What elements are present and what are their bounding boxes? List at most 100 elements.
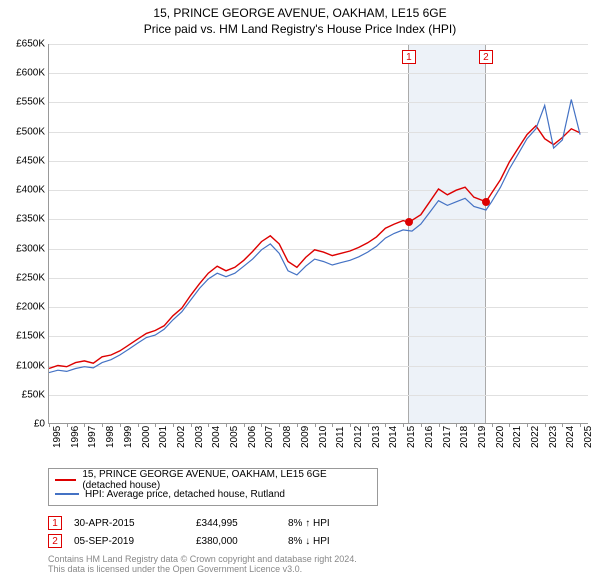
legend-swatch xyxy=(55,479,76,481)
xtick-mark xyxy=(527,423,528,427)
footer-line-2: This data is licensed under the Open Gov… xyxy=(48,564,600,574)
xtick-label: 2021 xyxy=(512,426,523,448)
xtick-mark xyxy=(350,423,351,427)
xtick-label: 2005 xyxy=(229,426,240,448)
ytick-label: £100K xyxy=(3,360,45,371)
xtick-mark xyxy=(403,423,404,427)
xtick-mark xyxy=(67,423,68,427)
xtick-label: 1999 xyxy=(123,426,134,448)
xtick-label: 1998 xyxy=(105,426,116,448)
ytick-label: £400K xyxy=(3,185,45,196)
xtick-label: 2022 xyxy=(530,426,541,448)
xtick-label: 2020 xyxy=(495,426,506,448)
xtick-mark xyxy=(102,423,103,427)
chart-plot-area: £0£50K£100K£150K£200K£250K£300K£350K£400… xyxy=(48,44,588,424)
ytick-label: £350K xyxy=(3,214,45,225)
xtick-label: 2008 xyxy=(282,426,293,448)
event-row: 2 05-SEP-2019 £380,000 8% ↓ HPI xyxy=(48,532,600,550)
xtick-mark xyxy=(332,423,333,427)
legend-box: 15, PRINCE GEORGE AVENUE, OAKHAM, LE15 6… xyxy=(48,468,378,506)
xtick-label: 2004 xyxy=(211,426,222,448)
xtick-label: 2013 xyxy=(371,426,382,448)
xtick-mark xyxy=(509,423,510,427)
event-price: £344,995 xyxy=(196,518,276,529)
xtick-label: 2000 xyxy=(141,426,152,448)
xtick-label: 1996 xyxy=(70,426,81,448)
xtick-label: 2007 xyxy=(264,426,275,448)
xtick-label: 2009 xyxy=(300,426,311,448)
sale-point xyxy=(482,198,490,206)
xtick-label: 1995 xyxy=(52,426,63,448)
xtick-mark xyxy=(474,423,475,427)
xtick-label: 2025 xyxy=(583,426,594,448)
event-marker-icon: 2 xyxy=(48,534,62,548)
event-diff: 8% ↓ HPI xyxy=(288,536,378,547)
xtick-label: 2006 xyxy=(247,426,258,448)
xtick-mark xyxy=(456,423,457,427)
events-block: 1 30-APR-2015 £344,995 8% ↑ HPI 2 05-SEP… xyxy=(48,514,600,550)
ytick-label: £0 xyxy=(3,419,45,430)
sale-point xyxy=(405,218,413,226)
xtick-label: 2018 xyxy=(459,426,470,448)
event-marker-icon: 1 xyxy=(48,516,62,530)
xtick-mark xyxy=(208,423,209,427)
xtick-label: 2019 xyxy=(477,426,488,448)
event-diff: 8% ↑ HPI xyxy=(288,518,378,529)
xtick-label: 2003 xyxy=(194,426,205,448)
ytick-label: £450K xyxy=(3,155,45,166)
xtick-mark xyxy=(226,423,227,427)
xtick-mark xyxy=(84,423,85,427)
xtick-label: 2016 xyxy=(424,426,435,448)
xtick-mark xyxy=(279,423,280,427)
ytick-label: £200K xyxy=(3,302,45,313)
series-line-property xyxy=(49,126,580,369)
title-line-2: Price paid vs. HM Land Registry's House … xyxy=(0,20,600,36)
xtick-mark xyxy=(297,423,298,427)
event-row: 1 30-APR-2015 £344,995 8% ↑ HPI xyxy=(48,514,600,532)
ytick-label: £650K xyxy=(3,39,45,50)
ytick-label: £550K xyxy=(3,97,45,108)
ytick-label: £250K xyxy=(3,272,45,283)
xtick-label: 2012 xyxy=(353,426,364,448)
xtick-label: 1997 xyxy=(87,426,98,448)
xtick-mark xyxy=(545,423,546,427)
xtick-label: 2014 xyxy=(388,426,399,448)
legend-swatch xyxy=(55,493,79,495)
chart-lines-svg xyxy=(49,44,589,424)
xtick-mark xyxy=(580,423,581,427)
xtick-mark xyxy=(439,423,440,427)
ytick-label: £50K xyxy=(3,389,45,400)
event-price: £380,000 xyxy=(196,536,276,547)
footer-attribution: Contains HM Land Registry data © Crown c… xyxy=(48,554,600,574)
xtick-mark xyxy=(492,423,493,427)
xtick-label: 2001 xyxy=(158,426,169,448)
event-date: 05-SEP-2019 xyxy=(74,536,184,547)
legend-label: HPI: Average price, detached house, Rutl… xyxy=(85,489,285,500)
series-line-hpi xyxy=(49,100,580,373)
ytick-label: £500K xyxy=(3,126,45,137)
xtick-mark xyxy=(138,423,139,427)
xtick-label: 2023 xyxy=(548,426,559,448)
xtick-mark xyxy=(49,423,50,427)
title-line-1: 15, PRINCE GEORGE AVENUE, OAKHAM, LE15 6… xyxy=(0,0,600,20)
xtick-mark xyxy=(421,423,422,427)
xtick-mark xyxy=(120,423,121,427)
xtick-mark xyxy=(385,423,386,427)
xtick-label: 2017 xyxy=(442,426,453,448)
xtick-mark xyxy=(155,423,156,427)
chart-container: 15, PRINCE GEORGE AVENUE, OAKHAM, LE15 6… xyxy=(0,0,600,560)
event-marker-icon: 1 xyxy=(402,50,416,64)
xtick-label: 2024 xyxy=(565,426,576,448)
legend-row: 15, PRINCE GEORGE AVENUE, OAKHAM, LE15 6… xyxy=(55,473,371,487)
xtick-label: 2002 xyxy=(176,426,187,448)
xtick-mark xyxy=(368,423,369,427)
xtick-mark xyxy=(261,423,262,427)
xtick-label: 2010 xyxy=(318,426,329,448)
xtick-mark xyxy=(191,423,192,427)
ytick-label: £600K xyxy=(3,68,45,79)
event-marker-icon: 2 xyxy=(479,50,493,64)
ytick-label: £300K xyxy=(3,243,45,254)
xtick-mark xyxy=(244,423,245,427)
xtick-mark xyxy=(562,423,563,427)
event-date: 30-APR-2015 xyxy=(74,518,184,529)
